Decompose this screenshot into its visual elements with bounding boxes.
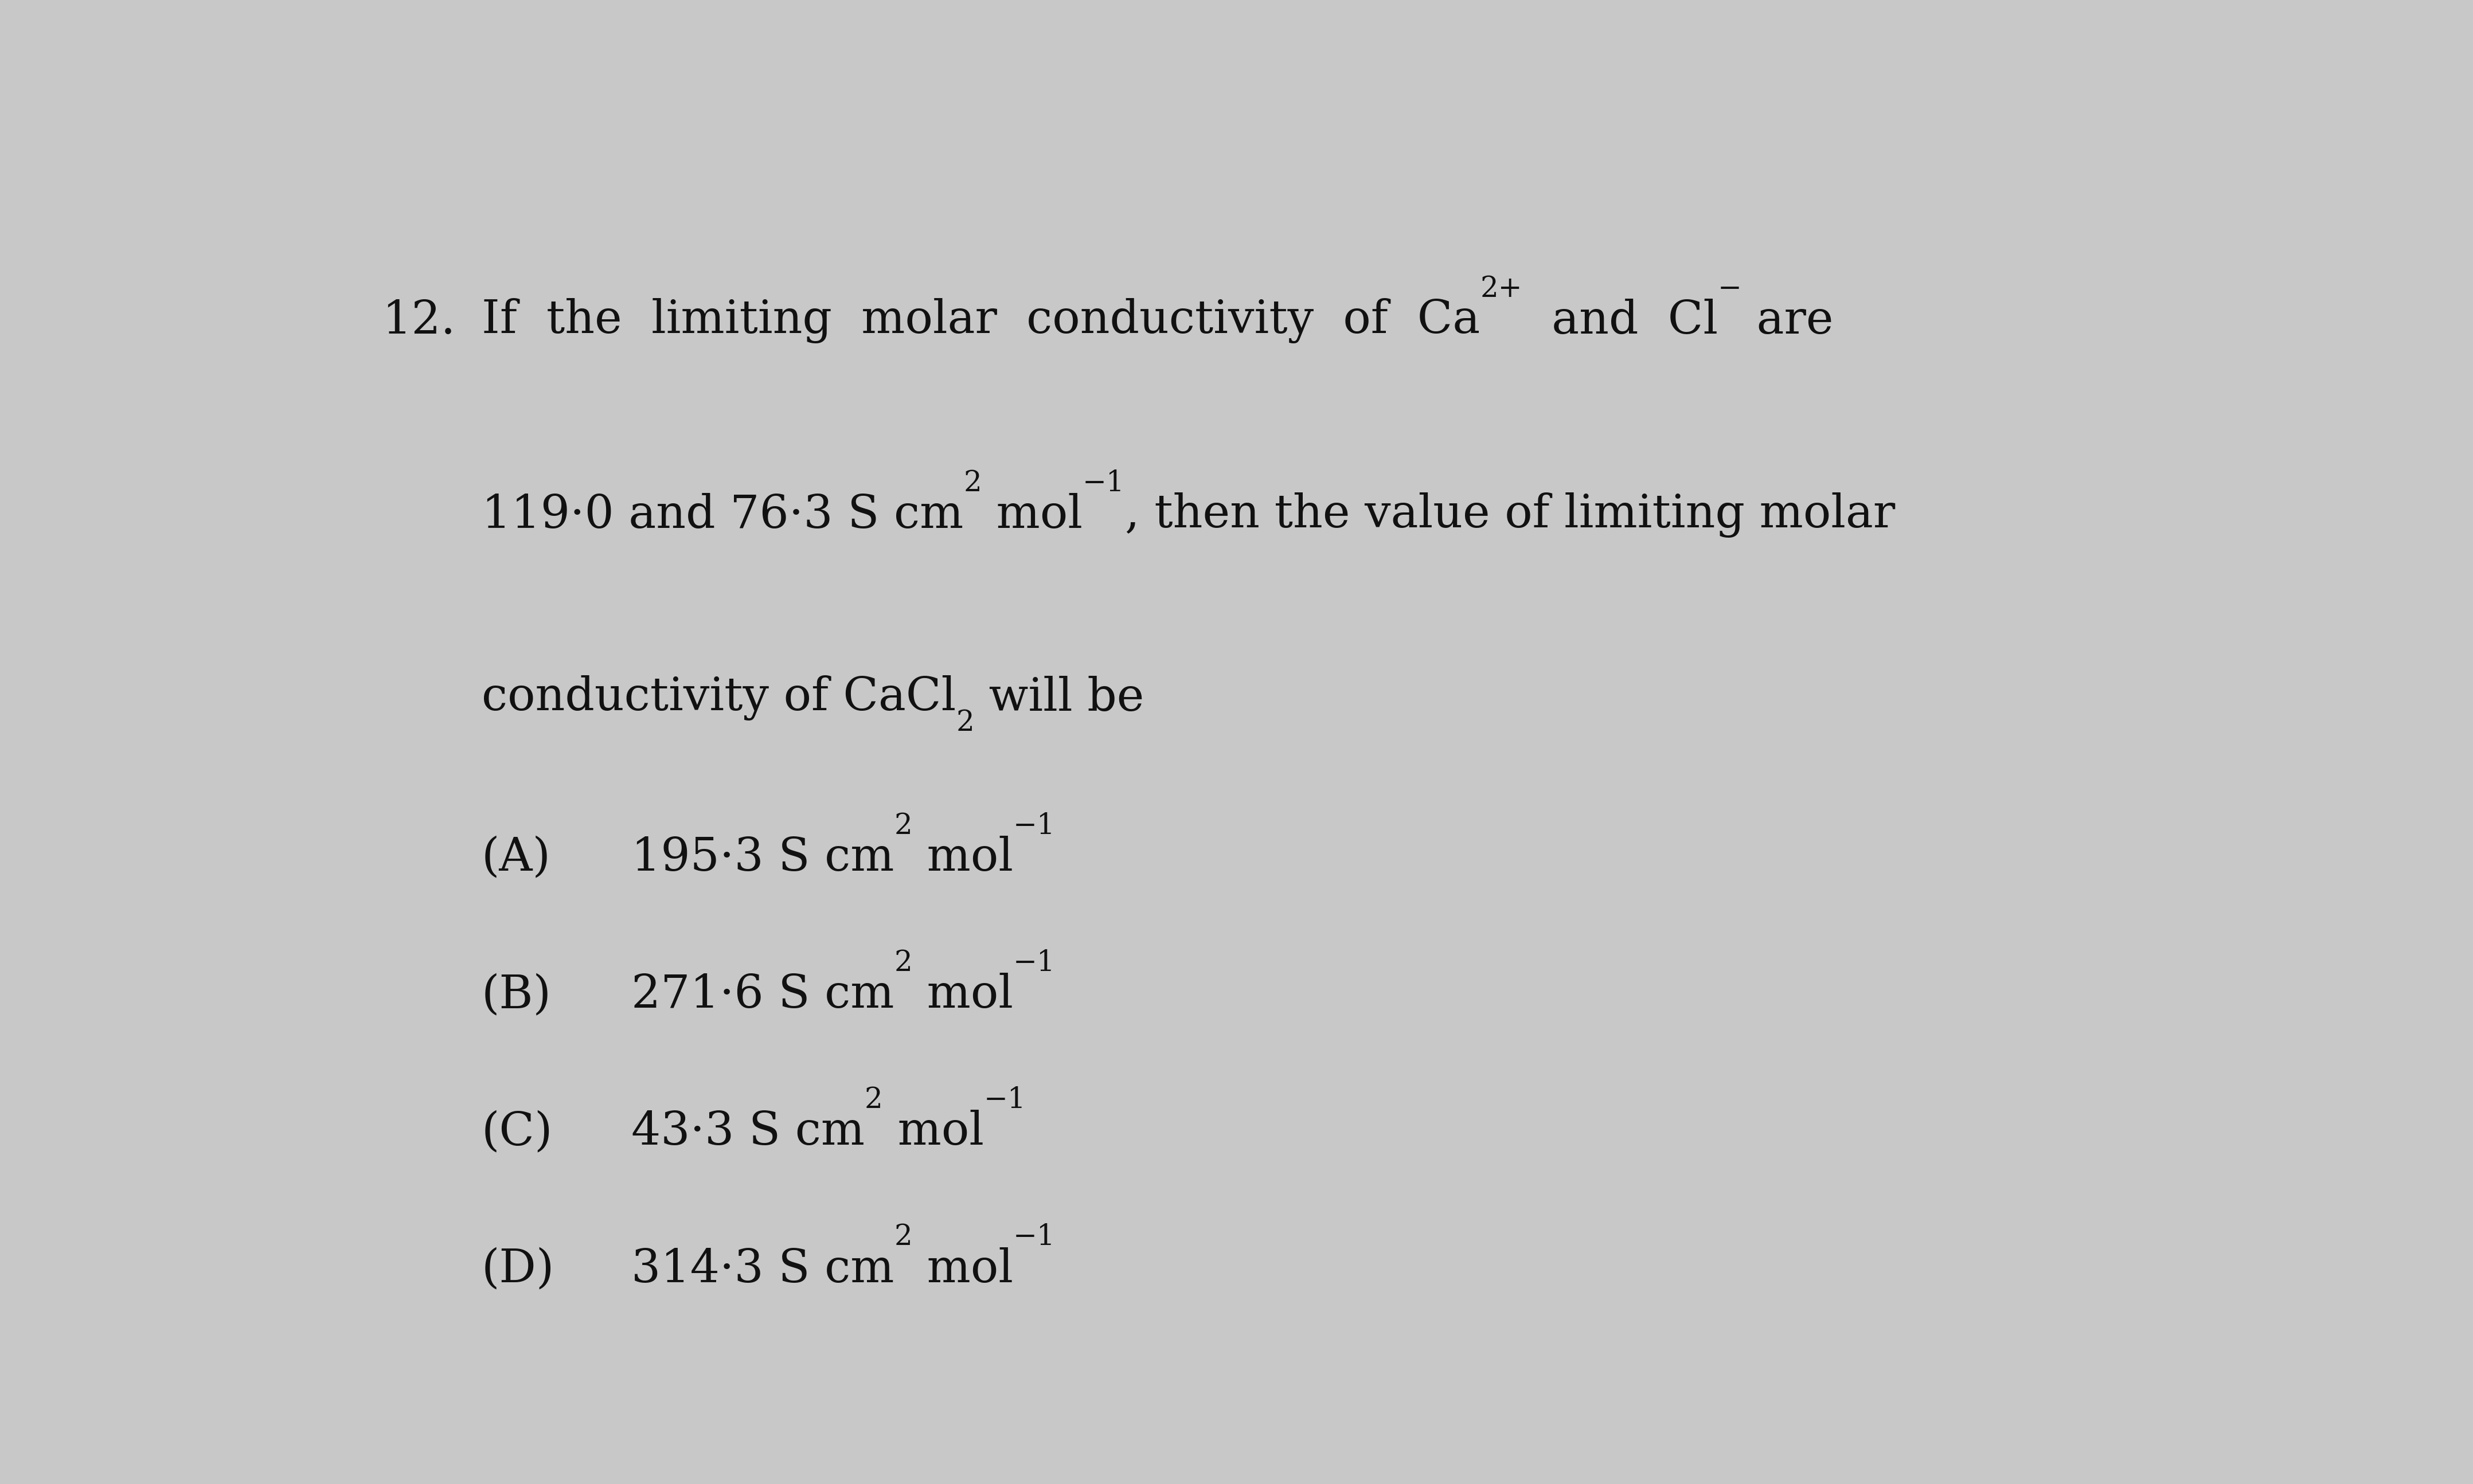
Text: 43·3 S cm: 43·3 S cm xyxy=(631,1110,866,1155)
Text: 2: 2 xyxy=(957,709,974,738)
Text: are: are xyxy=(1741,298,1832,343)
Text: 314·3 S cm: 314·3 S cm xyxy=(631,1247,895,1291)
Text: (B): (B) xyxy=(482,972,551,1018)
Text: , then the value of limiting molar: , then the value of limiting molar xyxy=(1125,493,1894,537)
Text: mol: mol xyxy=(913,835,1014,880)
Text: −1: −1 xyxy=(984,1086,1026,1114)
Text: (C): (C) xyxy=(482,1110,554,1155)
Text: (D): (D) xyxy=(482,1247,554,1291)
Text: 12.: 12. xyxy=(381,298,455,343)
Text: 195·3 S cm: 195·3 S cm xyxy=(631,835,895,880)
Text: 2: 2 xyxy=(866,1086,883,1114)
Text: −1: −1 xyxy=(1014,1223,1056,1251)
Text: mol: mol xyxy=(913,1247,1014,1291)
Text: −1: −1 xyxy=(1014,948,1056,978)
Text: (A): (A) xyxy=(482,835,551,880)
Text: −: − xyxy=(1719,275,1741,303)
Text: 271·6 S cm: 271·6 S cm xyxy=(631,972,895,1018)
Text: 2: 2 xyxy=(895,812,913,840)
Text: and  Cl: and Cl xyxy=(1523,298,1719,343)
Text: conductivity of CaCl: conductivity of CaCl xyxy=(482,675,957,721)
Text: mol: mol xyxy=(883,1110,984,1155)
Text: −1: −1 xyxy=(1014,812,1056,840)
Text: 2: 2 xyxy=(895,1223,913,1251)
Text: mol: mol xyxy=(913,972,1014,1018)
Text: 2: 2 xyxy=(895,948,913,978)
Text: 2: 2 xyxy=(964,469,982,497)
Text: 119·0 and 76·3 S cm: 119·0 and 76·3 S cm xyxy=(482,493,964,537)
Text: 2+: 2+ xyxy=(1479,275,1523,303)
Text: If  the  limiting  molar  conductivity  of  Ca: If the limiting molar conductivity of Ca xyxy=(482,298,1479,344)
Text: will be: will be xyxy=(974,675,1145,720)
Text: −1: −1 xyxy=(1083,469,1125,497)
Text: mol: mol xyxy=(982,493,1083,537)
